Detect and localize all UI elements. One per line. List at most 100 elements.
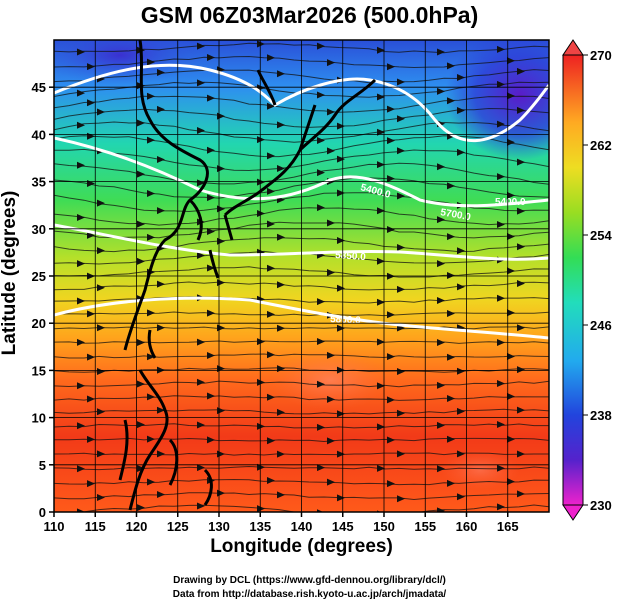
credit-drawing: Drawing by DCL (https://www.gfd-dennou.o… xyxy=(173,575,446,586)
streamline-arrow xyxy=(317,169,325,177)
streamline-arrow xyxy=(457,367,465,375)
contour-label: 5850.0 xyxy=(335,250,367,263)
streamline-arrow xyxy=(397,450,405,458)
streamline-arrow xyxy=(317,338,325,346)
streamline-arrow xyxy=(147,478,155,486)
streamline-arrow xyxy=(387,353,395,361)
streamline-arrow xyxy=(327,59,335,67)
streamline-arrow xyxy=(97,324,105,332)
streamline-arrow xyxy=(267,351,275,359)
streamline-arrow xyxy=(87,435,95,443)
streamline-arrow xyxy=(327,268,335,276)
map-title: GSM 06Z03Mar2026 (500.0hPa) xyxy=(140,2,479,28)
streamline-arrow xyxy=(447,435,455,443)
streamline-arrow xyxy=(147,393,155,401)
streamline-arrow xyxy=(437,507,445,512)
streamline-arrow xyxy=(457,106,465,114)
streamline-arrow xyxy=(147,233,155,241)
y-tick-label: 20 xyxy=(32,316,46,331)
streamline-arrow xyxy=(157,207,165,215)
streamline-arrow xyxy=(157,156,165,164)
streamline-arrow xyxy=(447,353,455,361)
streamline-arrow xyxy=(517,366,525,374)
streamline-arrow xyxy=(517,279,525,287)
streamline-arrow xyxy=(517,324,525,332)
streamline-arrow xyxy=(87,353,95,361)
streamline-arrow xyxy=(257,136,265,144)
streamline-arrow xyxy=(377,257,385,265)
streamline-arrow xyxy=(257,40,265,48)
streamline-arrow xyxy=(207,309,215,317)
streamline-arrow xyxy=(147,58,155,66)
streamline-arrow xyxy=(397,495,405,503)
streamline-arrow xyxy=(137,504,145,512)
streamline-arrow xyxy=(337,236,345,244)
streamline-arrow xyxy=(507,478,515,486)
streamline-arrow xyxy=(337,410,345,418)
streamline-arrow xyxy=(337,189,345,197)
streamline-arrow xyxy=(267,187,275,195)
streamline-arrow xyxy=(77,465,85,473)
streamline-arrow xyxy=(517,67,525,75)
streamline-arrow xyxy=(267,152,275,160)
credit-data-source: Data from http://database.rish.kyoto-u.a… xyxy=(172,589,447,600)
streamline-arrow xyxy=(197,179,205,187)
y-tick-label: 40 xyxy=(32,127,46,142)
streamline-arrow xyxy=(507,309,515,317)
colorbar-tick-label: 262 xyxy=(590,138,612,153)
streamline-arrow xyxy=(87,310,95,318)
y-tick-label: 45 xyxy=(32,80,46,95)
streamline-arrow xyxy=(197,42,205,50)
x-tick-label: 150 xyxy=(373,519,395,534)
streamline-arrow xyxy=(387,137,395,145)
streamline-arrow xyxy=(327,351,335,359)
colorbar-tick-label: 230 xyxy=(590,498,612,513)
streamline-arrow xyxy=(157,406,165,414)
streamline-arrow xyxy=(397,78,405,86)
streamline-arrow xyxy=(97,368,105,376)
colorbar-scale xyxy=(562,54,584,506)
streamline-arrow xyxy=(137,220,145,228)
streamline-arrow xyxy=(87,480,95,488)
x-tick-label: 160 xyxy=(456,519,478,534)
contour-label: 5700.0 xyxy=(439,207,471,223)
streamline-arrow xyxy=(277,233,285,241)
streamline-arrow xyxy=(147,435,155,443)
streamline-arrow xyxy=(277,281,285,289)
streamline-arrow xyxy=(447,310,455,318)
streamline-arrow xyxy=(277,324,285,332)
y-tick-label: 30 xyxy=(32,222,46,237)
streamline-arrow xyxy=(87,231,95,239)
streamline-arrow xyxy=(447,479,455,487)
streamline-arrow xyxy=(327,219,335,227)
y-tick-label: 5 xyxy=(39,458,46,473)
streamline-arrow xyxy=(507,138,515,146)
streamline-arrow xyxy=(137,421,145,429)
streamline-arrow xyxy=(197,127,205,135)
streamline-arrow xyxy=(207,392,215,400)
streamline-arrow xyxy=(157,450,165,458)
streamline-arrow xyxy=(447,271,455,279)
streamline-arrow xyxy=(317,298,325,306)
streamline-arrow xyxy=(497,464,505,472)
streamline-arrow xyxy=(77,422,85,430)
y-axis-ticks: 0 5 10 15 20 25 30 35 40 45 xyxy=(32,80,54,520)
streamline-arrow xyxy=(77,89,85,97)
colorbar-upper-arrow xyxy=(562,39,584,56)
streamline-arrow xyxy=(377,207,385,215)
streamline-arrow xyxy=(207,94,215,102)
streamline-arrow xyxy=(147,92,155,100)
streamline-arrow xyxy=(137,170,145,178)
streamline-arrow xyxy=(517,207,525,215)
streamline-arrow xyxy=(147,136,155,144)
streamline-arrow xyxy=(337,155,345,163)
streamline-arrow xyxy=(157,280,165,288)
streamline-arrow xyxy=(497,173,505,181)
streamline-arrow xyxy=(147,309,155,317)
streamline-arrow xyxy=(497,338,505,346)
streamline-arrow xyxy=(397,243,405,251)
streamline-arrow xyxy=(257,463,265,471)
streamline-arrow xyxy=(157,105,165,113)
streamline-arrow xyxy=(387,480,395,488)
